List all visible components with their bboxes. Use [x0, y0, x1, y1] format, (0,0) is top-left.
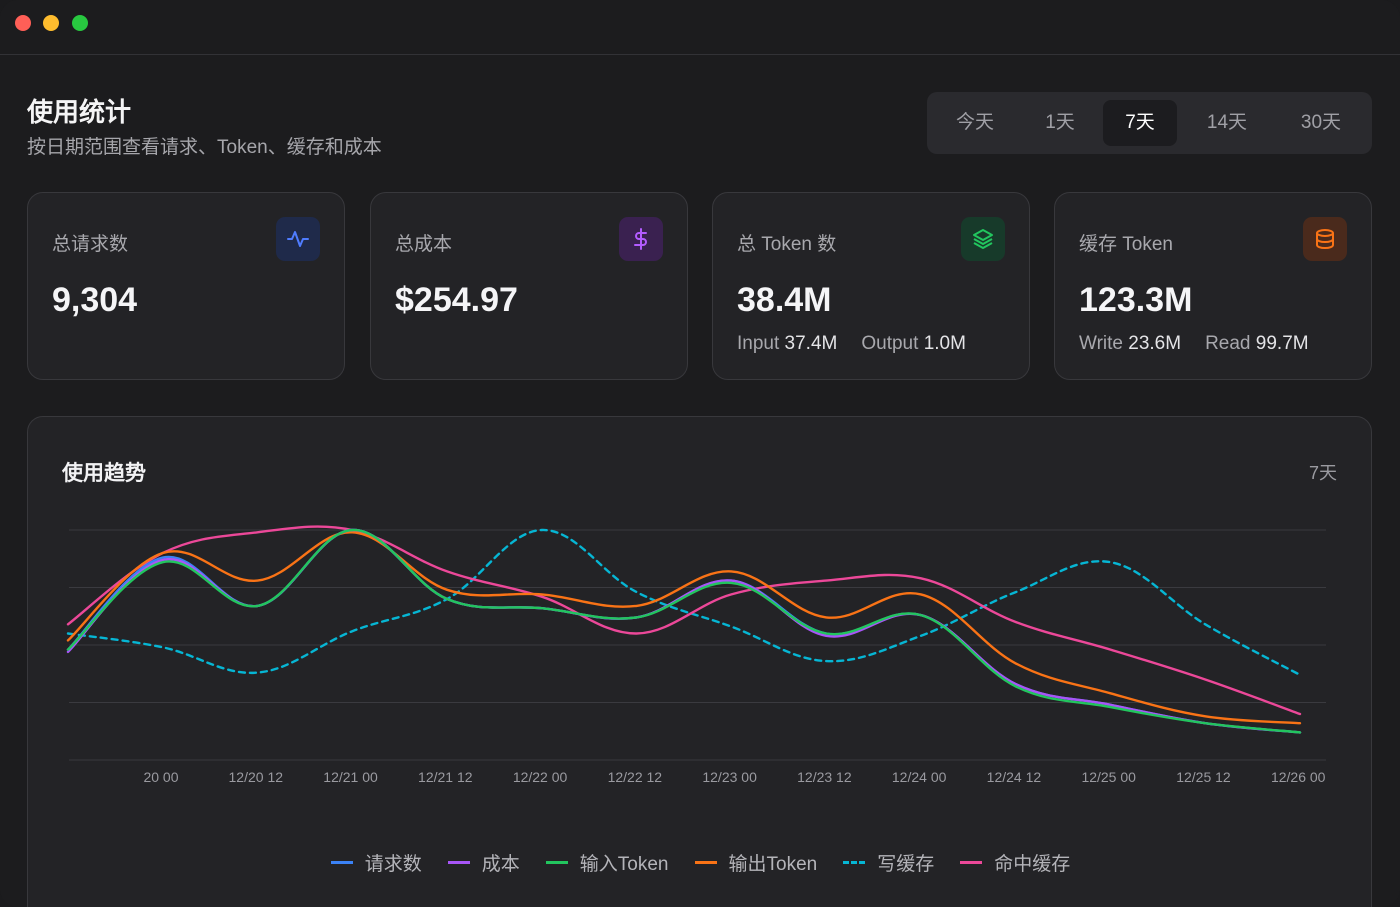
legend-swatch — [694, 860, 717, 864]
x-tick-label: 12/25 00 — [1081, 769, 1136, 785]
x-tick-label: 12/23 00 — [702, 769, 757, 785]
x-tick-label: 12/23 12 — [797, 769, 852, 785]
x-tick-label: 12/22 00 — [513, 769, 568, 785]
output-label: Output — [861, 333, 919, 354]
minimize-window-button[interactable] — [43, 15, 59, 31]
output-value: 1.0M — [923, 333, 966, 354]
x-tick-label: 12/22 12 — [608, 769, 663, 785]
legend-swatch — [960, 860, 983, 864]
card-value: $254.97 — [395, 281, 518, 319]
card-value: 38.4M — [737, 281, 832, 319]
range-14d-button[interactable]: 14天 — [1206, 112, 1248, 133]
range-today-button[interactable]: 今天 — [955, 112, 994, 133]
x-tick-label: 12/24 00 — [892, 769, 947, 785]
database-icon — [1303, 217, 1347, 261]
legend-label: 写缓存 — [877, 853, 935, 875]
chart-legend: 请求数 成本 输入Token 输出Token 写缓存 命中缓存 — [28, 849, 1373, 875]
x-tick-label: 12/24 12 — [987, 769, 1042, 785]
card-value: 9,304 — [52, 281, 138, 319]
total-cost-card: 总成本 $254.97 — [370, 192, 688, 380]
card-label: 总成本 — [395, 234, 453, 255]
input-value: 37.4M — [784, 333, 838, 354]
card-label: 总 Token 数 — [737, 234, 837, 255]
write-label: Write — [1079, 333, 1123, 354]
card-label: 总请求数 — [52, 234, 129, 255]
activity-icon — [276, 217, 320, 261]
x-tick-label: 12/26 12 — [1366, 769, 1373, 785]
date-range-selector: 今天 1天 7天 14天 30天 — [927, 92, 1372, 154]
legend-swatch — [843, 860, 866, 864]
series-line-5 — [66, 528, 1302, 677]
legend-item-6[interactable]: 命中缓存 — [960, 849, 1070, 876]
usage-trend-chart: 20 00 12/20 12 12/21 00 12/21 12 12/22 00 12/… — [66, 525, 1373, 785]
cache-breakdown: Write 23.6M Read 99.7M — [1079, 333, 1309, 355]
layers-icon — [961, 217, 1005, 261]
close-window-button[interactable] — [15, 15, 31, 31]
x-tick-label: 12/26 00 — [1271, 769, 1326, 785]
usage-trend-panel: 使用趋势 7天 20 00 12/20 12 12/21 00 12/21 12 12/… — [27, 416, 1372, 907]
chart-range-label: 7天 — [1308, 463, 1337, 483]
dollar-icon — [619, 217, 663, 261]
legend-item-4[interactable]: 输出Token — [694, 849, 818, 876]
x-tick-label: 12/25 12 — [1176, 769, 1231, 785]
page-title: 使用统计 — [27, 97, 132, 127]
legend-item-5[interactable]: 写缓存 — [843, 849, 934, 876]
range-7d-button[interactable]: 7天 — [1103, 100, 1177, 146]
input-label: Input — [737, 333, 780, 354]
range-30d-button[interactable]: 30天 — [1300, 112, 1342, 133]
legend-label: 请求数 — [364, 853, 422, 875]
read-label: Read — [1205, 333, 1251, 354]
series-line-4 — [66, 531, 1302, 725]
token-breakdown: Input 37.4M Output 1.0M — [737, 333, 966, 355]
title-bar — [0, 0, 1400, 55]
x-tick-label: 12/21 00 — [323, 769, 378, 785]
legend-swatch — [447, 860, 470, 864]
chart-title: 使用趋势 — [62, 462, 146, 485]
legend-label: 成本 — [481, 853, 520, 875]
x-tick-label: 12/20 12 — [229, 769, 284, 785]
legend-item-3[interactable]: 输入Token — [545, 849, 669, 876]
x-tick-label: 12/21 12 — [418, 769, 473, 785]
cache-tokens-card: 缓存 Token 123.3M Write 23.6M Read 99.7M — [1054, 192, 1372, 380]
total-tokens-card: 总 Token 数 38.4M Input 37.4M Output 1.0M — [712, 192, 1030, 380]
legend-item-1[interactable]: 请求数 — [330, 849, 422, 876]
legend-item-2[interactable]: 成本 — [447, 849, 520, 876]
legend-swatch — [330, 860, 353, 864]
legend-swatch — [545, 860, 568, 864]
x-tick-label: 20 00 — [143, 769, 178, 785]
card-label: 缓存 Token — [1079, 234, 1173, 255]
read-value: 99.7M — [1255, 333, 1309, 354]
page-subtitle: 按日期范围查看请求、Token、缓存和成本 — [27, 137, 382, 158]
series-line-6 — [66, 525, 1302, 716]
total-requests-card: 总请求数 9,304 — [27, 192, 345, 380]
card-value: 123.3M — [1079, 281, 1193, 319]
legend-label: 输出Token — [728, 853, 818, 875]
series-line-3 — [66, 528, 1302, 734]
zoom-window-button[interactable] — [72, 15, 88, 31]
legend-label: 输入Token — [579, 853, 669, 875]
legend-label: 命中缓存 — [994, 853, 1071, 875]
range-1d-button[interactable]: 1天 — [1045, 112, 1075, 133]
write-value: 23.6M — [1128, 333, 1182, 354]
